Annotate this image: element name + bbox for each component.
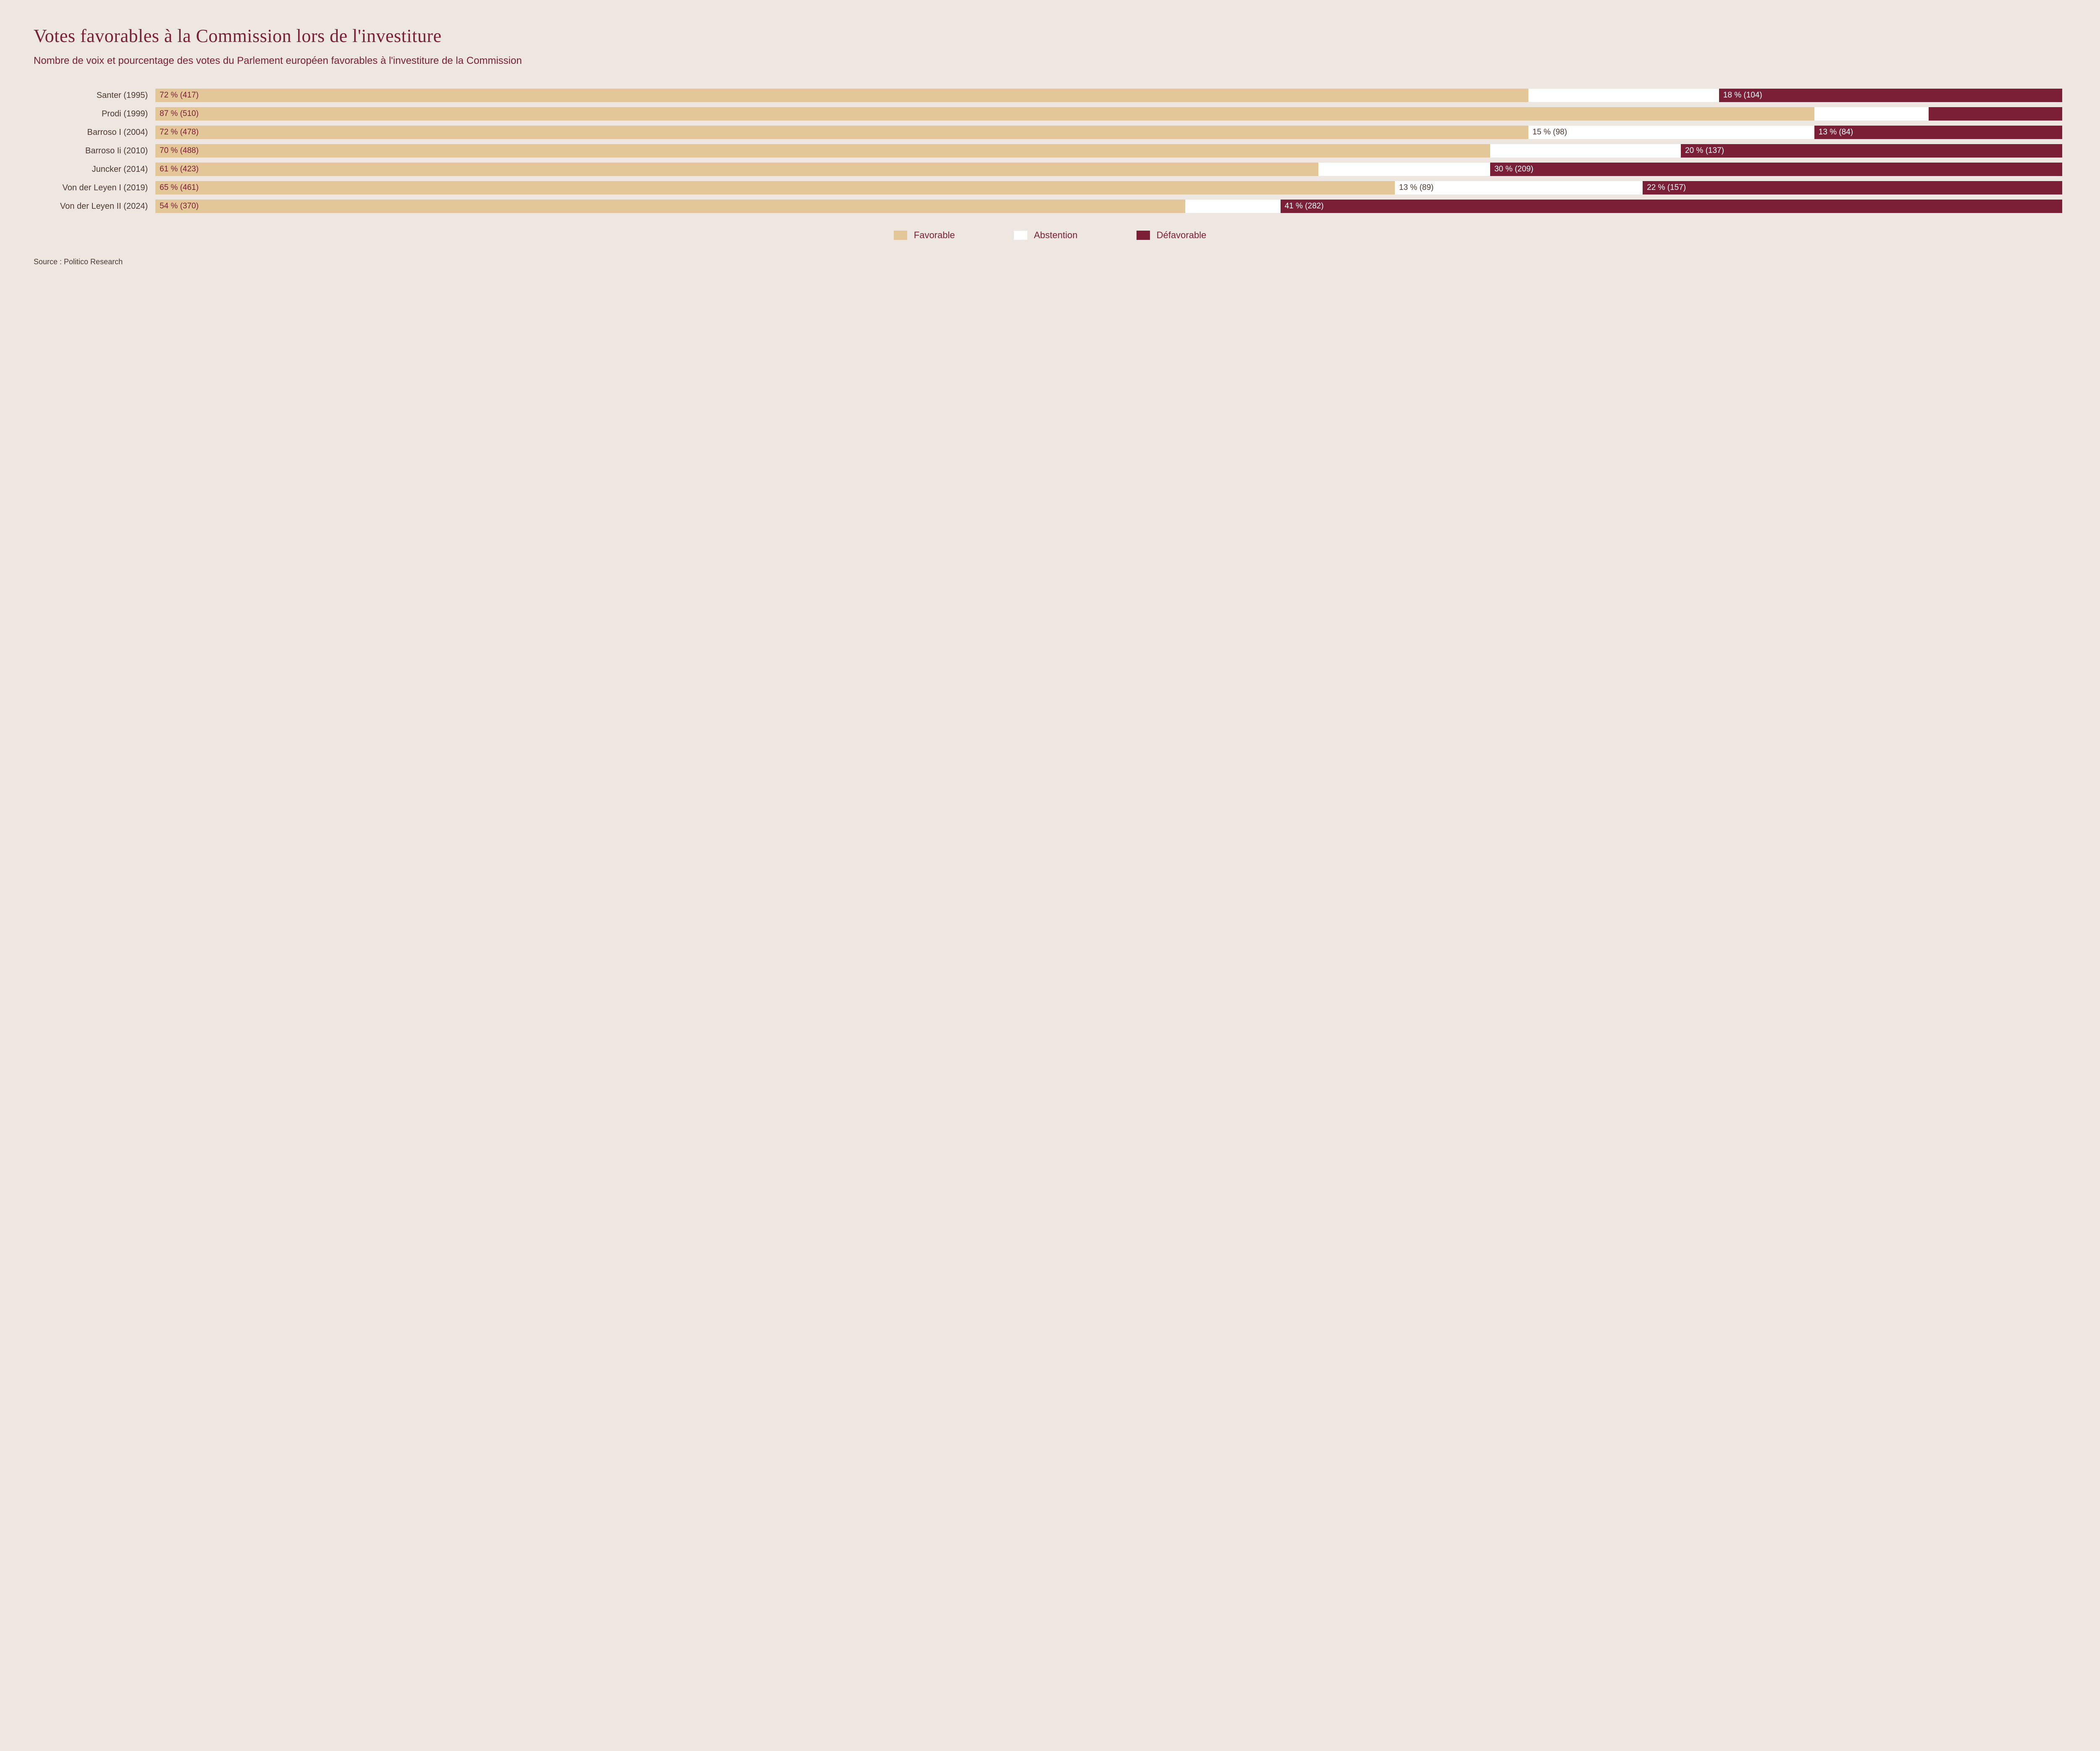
bar-segment-favorable: 54 % (370)	[155, 200, 1185, 213]
bar-row: Von der Leyen I (2019) 65 % (461) 13 % (89…	[59, 181, 2062, 195]
bar-segment-defavorable: 20 % (137)	[1681, 144, 2062, 158]
bar-segment-abstention: 15 % (98)	[1528, 126, 1814, 139]
bar-segment-value: 87 % (510)	[160, 109, 199, 118]
bar-segment-value: 41 % (282)	[1285, 202, 1324, 211]
bar-segment-value: 30 % (209)	[1494, 165, 1533, 174]
bar-segment-favorable: 65 % (461)	[155, 181, 1395, 195]
bar-segment-value: 65 % (461)	[160, 183, 199, 192]
bar-segment-abstention	[1490, 144, 1681, 158]
chart-source: Source : Politico Research	[34, 258, 2066, 266]
bar-segment-abstention	[1318, 163, 1490, 176]
bar-segment-abstention	[1528, 89, 1719, 102]
bar-row-label: Barroso I (2004)	[59, 128, 155, 137]
bar-track: 87 % (510)	[155, 107, 2062, 121]
bar-row-label: Von der Leyen I (2019)	[59, 183, 155, 193]
bar-segment-favorable: 72 % (478)	[155, 126, 1528, 139]
bar-segment-value: 18 % (104)	[1723, 91, 1762, 100]
legend-label-favorable: Favorable	[914, 230, 955, 241]
bar-segment-value: 54 % (370)	[160, 202, 199, 211]
bar-track: 61 % (423) 30 % (209)	[155, 163, 2062, 176]
bar-segment-favorable: 87 % (510)	[155, 107, 1814, 121]
chart-subtitle: Nombre de voix et pourcentage des votes …	[34, 54, 2066, 68]
bar-track: 72 % (417) 18 % (104)	[155, 89, 2062, 102]
bar-segment-defavorable	[1929, 107, 2062, 121]
bar-segment-favorable: 70 % (488)	[155, 144, 1490, 158]
legend-label-abstention: Abstention	[1034, 230, 1078, 241]
bar-segment-value: 72 % (417)	[160, 91, 199, 100]
bar-segment-defavorable: 41 % (282)	[1281, 200, 2062, 213]
bar-segment-favorable: 61 % (423)	[155, 163, 1318, 176]
bar-track: 65 % (461) 13 % (89) 22 % (157)	[155, 181, 2062, 195]
bar-row: Santer (1995) 72 % (417) 18 % (104)	[59, 89, 2062, 102]
bar-row: Barroso Ii (2010) 70 % (488) 20 % (137)	[59, 144, 2062, 158]
stacked-bar-chart: Santer (1995) 72 % (417) 18 % (104) Prodi (…	[59, 89, 2062, 213]
bar-row-label: Santer (1995)	[59, 91, 155, 100]
bar-segment-defavorable: 30 % (209)	[1490, 163, 2062, 176]
bar-segment-favorable: 72 % (417)	[155, 89, 1528, 102]
legend-item-abstention: Abstention	[1014, 230, 1078, 241]
bar-segment-value: 22 % (157)	[1647, 183, 1686, 192]
bar-segment-defavorable: 22 % (157)	[1643, 181, 2062, 195]
legend-item-defavorable: Défavorable	[1137, 230, 1207, 241]
bar-track: 70 % (488) 20 % (137)	[155, 144, 2062, 158]
bar-row-label: Juncker (2014)	[59, 165, 155, 174]
bar-segment-value: 13 % (84)	[1819, 128, 1853, 137]
bar-segment-abstention	[1185, 200, 1281, 213]
chart-legend: Favorable Abstention Défavorable	[34, 230, 2066, 241]
legend-swatch-defavorable	[1137, 231, 1150, 240]
chart-title: Votes favorables à la Commission lors de…	[34, 25, 2066, 47]
bar-row: Prodi (1999) 87 % (510)	[59, 107, 2062, 121]
bar-row: Von der Leyen II (2024) 54 % (370) 41 % (2…	[59, 200, 2062, 213]
bar-track: 72 % (478) 15 % (98) 13 % (84)	[155, 126, 2062, 139]
bar-segment-value: 61 % (423)	[160, 165, 199, 174]
bar-segment-value: 13 % (89)	[1399, 183, 1433, 192]
bar-segment-value: 20 % (137)	[1685, 146, 1724, 155]
bar-segment-value: 72 % (478)	[160, 128, 199, 137]
bar-track: 54 % (370) 41 % (282)	[155, 200, 2062, 213]
bar-segment-abstention	[1814, 107, 1929, 121]
bar-row-label: Von der Leyen II (2024)	[59, 202, 155, 211]
bar-segment-value: 15 % (98)	[1533, 128, 1567, 137]
bar-segment-defavorable: 18 % (104)	[1719, 89, 2062, 102]
legend-label-defavorable: Défavorable	[1157, 230, 1207, 241]
bar-row: Barroso I (2004) 72 % (478) 15 % (98) 13 % …	[59, 126, 2062, 139]
bar-segment-defavorable: 13 % (84)	[1814, 126, 2062, 139]
bar-row-label: Barroso Ii (2010)	[59, 146, 155, 156]
bar-segment-abstention: 13 % (89)	[1395, 181, 1643, 195]
legend-swatch-favorable	[894, 231, 907, 240]
bar-segment-value: 70 % (488)	[160, 146, 199, 155]
bar-row: Juncker (2014) 61 % (423) 30 % (209)	[59, 163, 2062, 176]
legend-item-favorable: Favorable	[894, 230, 955, 241]
bar-row-label: Prodi (1999)	[59, 109, 155, 119]
legend-swatch-abstention	[1014, 231, 1027, 240]
